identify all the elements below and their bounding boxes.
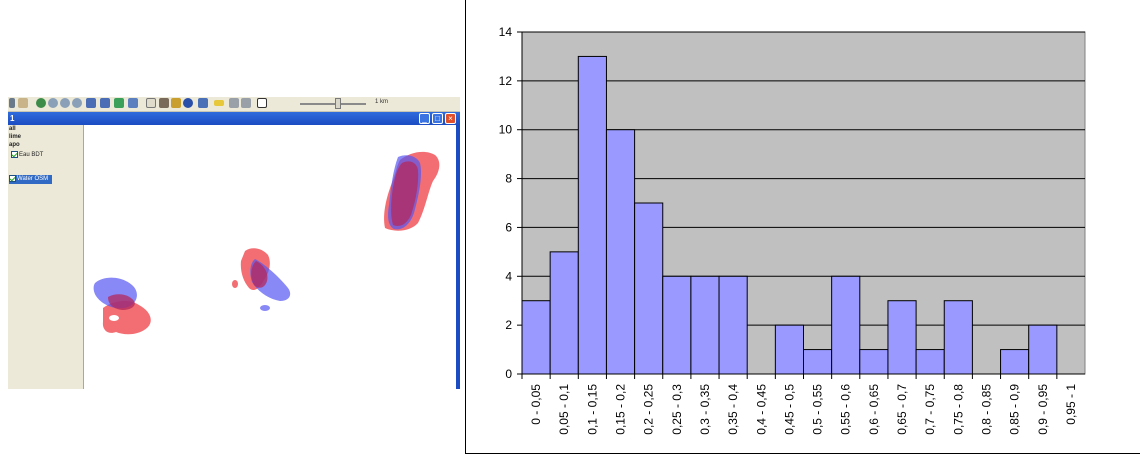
edit-icon[interactable]: [198, 98, 208, 108]
histogram-bar: [774, 324, 805, 375]
histogram-bar: [634, 202, 664, 375]
x-tick-label: 0,3 - 0,35: [698, 384, 712, 435]
minimize-button[interactable]: _: [419, 113, 430, 124]
x-tick-label: 0,15 - 0,2: [614, 384, 628, 435]
redo-icon[interactable]: [241, 98, 251, 108]
info-icon[interactable]: [183, 98, 193, 108]
histogram-bar: [859, 349, 889, 375]
window-titlebar: 1 _ □ ×: [8, 112, 460, 125]
layer-label: Water OSM: [17, 176, 49, 183]
y-tick-label: 8: [505, 172, 512, 186]
frame-icon[interactable]: [257, 98, 267, 108]
y-tick-label: 10: [499, 123, 513, 137]
histogram-bar: [549, 251, 579, 375]
y-tick-label: 4: [505, 269, 512, 283]
histogram-bar: [1000, 349, 1030, 375]
y-tick-label: 6: [505, 220, 512, 234]
grid-icon[interactable]: [128, 98, 138, 108]
pointer-icon[interactable]: [146, 98, 156, 108]
y-tick-label: 2: [505, 318, 512, 332]
zoom-in-icon[interactable]: [48, 98, 58, 108]
x-tick-label: 0,6 - 0,65: [867, 384, 881, 435]
x-tick-label: 0,95 - 1: [1064, 384, 1078, 425]
histogram-bar: [943, 300, 973, 375]
x-tick-label: 0,5 - 0,55: [811, 384, 825, 435]
y-tick-label: 0: [505, 367, 512, 381]
histogram-bar: [690, 275, 720, 375]
scale-label: 1 km: [375, 99, 389, 105]
histogram-bar: [662, 275, 692, 375]
undo-icon[interactable]: [229, 98, 239, 108]
scale-slider-thumb[interactable]: [335, 98, 341, 109]
histogram-bar: [605, 129, 636, 375]
histogram-bar: [718, 275, 748, 375]
layer-label: Eau BDT: [19, 152, 44, 159]
x-tick-label: 0,75 - 0,8: [951, 384, 965, 435]
zoom-out-icon[interactable]: [60, 98, 70, 108]
panel-label: all: [9, 126, 16, 132]
zoom-extent-icon[interactable]: [72, 98, 82, 108]
forward-arrow-icon[interactable]: [100, 98, 110, 108]
gis-application-window: 1 km 1 _ □ × all lime apo Eau BDT Water …: [8, 97, 460, 389]
histogram-chart-panel: 0 2 4 6 8 10 12 14 0 - 0,05 0,05 - 0,1 0,1 - 0,15 0…: [465, 0, 1140, 454]
histogram-bar: [915, 349, 945, 375]
x-tick-label: 0,65 - 0,7: [895, 384, 909, 435]
x-tick-label: 0,35 - 0,4: [726, 384, 740, 435]
x-tick-label: 0,1 - 0,15: [585, 384, 599, 435]
globe-icon[interactable]: [36, 98, 46, 108]
y-tick-label: 12: [499, 74, 513, 88]
histogram-bar: [1028, 324, 1058, 375]
water-polygon-overlap: [108, 294, 135, 310]
x-tick-label: 0,7 - 0,75: [923, 384, 937, 435]
ruler-icon[interactable]: [214, 100, 224, 106]
box-icon[interactable]: [171, 98, 181, 108]
histogram-chart: 0 2 4 6 8 10 12 14 0 - 0,05 0,05 - 0,1 0,1 - 0,15 0…: [499, 25, 1086, 435]
histogram-bar: [831, 275, 861, 375]
tools-icon[interactable]: [159, 98, 169, 108]
layer-checkbox[interactable]: [11, 151, 18, 158]
layers-icon[interactable]: [114, 98, 124, 108]
maximize-button[interactable]: □: [432, 113, 443, 124]
water-polygon-overlap: [391, 161, 419, 226]
window-title: 1: [10, 114, 15, 123]
map-canvas[interactable]: [84, 125, 456, 389]
back-arrow-icon[interactable]: [86, 98, 96, 108]
y-tick-label: 14: [499, 25, 513, 39]
select-icon[interactable]: [9, 98, 15, 108]
window-border: [456, 125, 460, 389]
panel-label: apo: [9, 142, 20, 148]
water-polygon-hole: [109, 315, 119, 321]
scale-slider-track[interactable]: [300, 103, 366, 105]
x-tick-label: 0,4 - 0,45: [754, 384, 768, 435]
histogram-bar: [521, 300, 551, 375]
x-tick-label: 0,25 - 0,3: [670, 384, 684, 435]
x-tick-label: 0,8 - 0,85: [979, 384, 993, 435]
x-tick-label: 0 - 0,05: [529, 384, 543, 425]
histogram-bar: [577, 55, 607, 375]
panel-label: lime: [9, 134, 22, 140]
water-polygon-water-osm: [260, 305, 270, 311]
x-tick-label: 0,9 - 0,95: [1036, 384, 1050, 435]
map-svg: [93, 151, 440, 335]
close-button[interactable]: ×: [445, 113, 456, 124]
layer-item-eau-bdt[interactable]: Eau BDT: [11, 151, 43, 160]
layer-panel: all lime apo Eau BDT Water OSM: [8, 125, 84, 389]
x-tick-label: 0,2 - 0,25: [642, 384, 656, 435]
histogram-bar: [803, 349, 833, 375]
toolbar: 1 km: [8, 97, 460, 112]
layer-checkbox[interactable]: [9, 175, 16, 182]
water-polygon-eau-bdt: [232, 280, 238, 288]
water-polygon-eau-bdt: [102, 301, 151, 335]
pan-icon[interactable]: [18, 98, 28, 108]
x-tick-label: 0,85 - 0,9: [1008, 384, 1022, 435]
x-tick-label: 0,55 - 0,6: [839, 384, 853, 435]
x-tick-label: 0,05 - 0,1: [557, 384, 571, 435]
water-polygon-overlap: [251, 261, 268, 288]
x-tick-label: 0,45 - 0,5: [782, 384, 796, 435]
histogram-bar: [887, 300, 917, 375]
layer-item-water-osm[interactable]: Water OSM: [9, 175, 53, 184]
